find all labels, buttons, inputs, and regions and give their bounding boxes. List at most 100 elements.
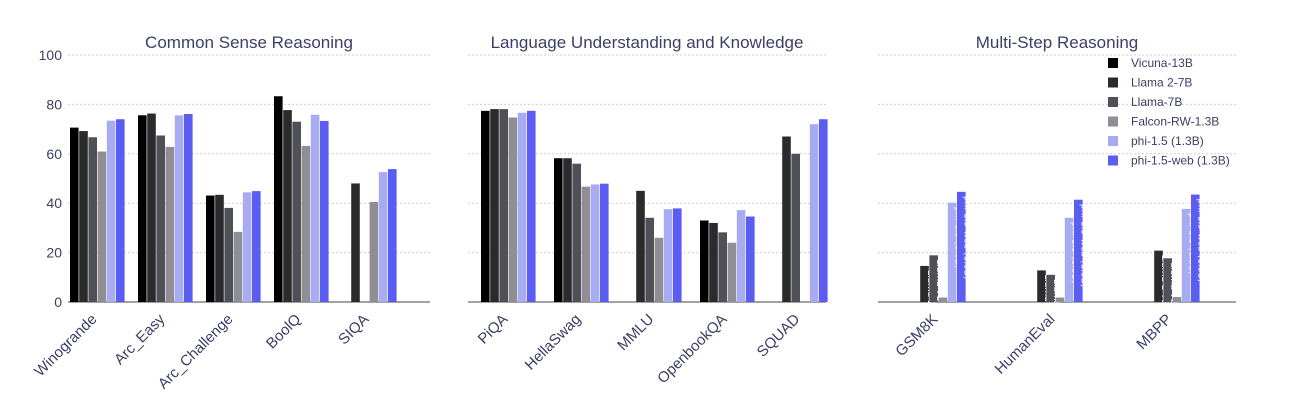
y-tick-label: 0 — [54, 294, 62, 310]
x-tick-label: GSM8K — [892, 311, 941, 360]
bar-falcon-rw-1-3b — [581, 186, 591, 302]
y-tick-label: 80 — [46, 96, 62, 112]
bar-llama-7b — [572, 163, 581, 302]
bar-label: phi-1.5-web (1.3B) — [1196, 199, 1206, 283]
legend-entry: phi-1.5 (1.3B) — [1131, 134, 1204, 148]
bar-falcon-rw-1-3b — [301, 145, 311, 302]
bar-llama-7b — [929, 255, 938, 302]
bar-phi-1-5-web-1-3b- — [819, 119, 828, 302]
legend-swatch — [1108, 97, 1118, 107]
legend-swatch — [1108, 116, 1118, 127]
panel-title: Multi-Step Reasoning — [976, 33, 1139, 52]
panel-2: Language Understanding and Knowledge PiQA… — [468, 33, 828, 387]
bar-llama-7b — [791, 153, 800, 302]
bar-label: Llama-7B — [934, 259, 944, 301]
bar-llama-7b — [292, 121, 301, 302]
bar-llama-2-7b — [636, 190, 645, 302]
bar-phi-1-5-1-3b- — [517, 112, 527, 302]
bar-vicuna-13b — [206, 195, 215, 302]
legend-swatch — [1108, 155, 1118, 166]
bar-vicuna-13b — [70, 127, 79, 302]
legend: Vicuna-13B Llama 2-7B Llama-7B Falcon-RW-1.… — [1108, 56, 1230, 168]
bar-phi-1-5-1-3b- — [1064, 217, 1074, 302]
bar-phi-1-5-web-1-3b- — [320, 120, 329, 302]
bar-phi-1-5-1-3b- — [663, 209, 673, 302]
panel-1: Common Sense Reasoning Winogrande Arc_Easy… — [31, 33, 430, 392]
bar-falcon-rw-1-3b — [938, 297, 948, 302]
bar-phi-1-5-1-3b- — [378, 172, 388, 302]
bar-phi-1-5-1-3b- — [590, 184, 600, 302]
bar-llama-7b — [224, 207, 233, 302]
bar-phi-1-5-web-1-3b- — [116, 119, 125, 302]
bar-phi-1-5-1-3b- — [174, 115, 184, 302]
bar-llama-2-7b — [147, 113, 156, 302]
bar-vicuna-13b — [481, 110, 490, 303]
bar-llama-2-7b — [709, 222, 718, 302]
bar-llama-2-7b — [563, 158, 572, 302]
bar-phi-1-5-web-1-3b- — [600, 183, 609, 302]
bar-phi-1-5-1-3b- — [310, 114, 320, 302]
bar-phi-1-5-1-3b- — [106, 120, 116, 303]
x-tick-label: HellaSwag — [522, 311, 585, 374]
bar-falcon-rw-1-3b — [233, 231, 243, 302]
bar-llama-2-7b — [1037, 270, 1046, 302]
legend-swatch — [1108, 77, 1118, 88]
bar-llama-2-7b — [1154, 250, 1163, 302]
bar-vicuna-13b — [700, 220, 709, 302]
bar-label: phi-1.5-web (1.3B) — [962, 196, 972, 280]
bar-phi-1-5-1-3b- — [242, 192, 252, 302]
bar-falcon-rw-1-3b — [508, 117, 518, 302]
bar-phi-1-5-web-1-3b- — [388, 169, 397, 302]
bar-llama-2-7b — [351, 183, 360, 302]
y-tick-label: 20 — [46, 245, 62, 261]
bar-falcon-rw-1-3b — [97, 151, 107, 302]
bar-llama-2-7b — [920, 265, 929, 302]
bar-phi-1-5-web-1-3b- — [527, 110, 536, 303]
bar-falcon-rw-1-3b — [165, 146, 175, 302]
x-tick-label: SIQA — [335, 311, 372, 348]
bar-llama-7b — [645, 217, 654, 302]
bar-phi-1-5-web-1-3b- — [252, 191, 261, 302]
x-tick-label: HumanEval — [992, 311, 1059, 378]
bar-llama-7b — [718, 232, 727, 302]
bar-phi-1-5-1-3b- — [947, 202, 957, 302]
bar-phi-1-5-web-1-3b- — [1074, 199, 1083, 302]
y-tick-label: 60 — [46, 146, 62, 162]
panel-title: Common Sense Reasoning — [145, 33, 353, 52]
bar-llama-7b — [1046, 274, 1055, 302]
legend-entry: Vicuna-13B — [1131, 56, 1193, 70]
bar-llama-7b — [88, 137, 97, 302]
x-tick-label: SQUAD — [754, 311, 804, 361]
legend-entry: phi-1.5-web (1.3B) — [1131, 154, 1230, 168]
legend-swatch — [1108, 136, 1118, 146]
x-tick-label: Winogrande — [31, 311, 100, 380]
y-tick-label: 100 — [39, 47, 63, 63]
bar-falcon-rw-1-3b — [1055, 297, 1065, 302]
bar-label: Llama-7B — [1168, 262, 1178, 304]
panel-title: Language Understanding and Knowledge — [491, 33, 804, 52]
x-tick-label: PiQA — [475, 311, 512, 348]
x-tick-label: BoolQ — [263, 311, 305, 353]
bar-phi-1-5-1-3b- — [736, 210, 746, 302]
bar-phi-1-5-web-1-3b- — [746, 216, 755, 302]
bar-falcon-rw-1-3b — [654, 237, 664, 302]
bar-vicuna-13b — [554, 158, 563, 302]
x-tick-label: MBPP — [1133, 311, 1175, 353]
bar-phi-1-5-web-1-3b- — [184, 114, 193, 303]
bar-vicuna-13b — [138, 115, 147, 302]
bar-phi-1-5-1-3b- — [1181, 208, 1191, 302]
bar-phi-1-5-web-1-3b- — [957, 191, 966, 302]
bar-phi-1-5-1-3b- — [809, 124, 819, 302]
legend-entry: Falcon-RW-1.3B — [1131, 115, 1219, 129]
x-tick-label: Arc_Easy — [111, 310, 169, 368]
bar-falcon-rw-1-3b — [1172, 297, 1182, 302]
legend-swatch — [1108, 58, 1118, 68]
bar-llama-2-7b — [782, 136, 791, 302]
legend-entry: Llama 2-7B — [1131, 76, 1192, 90]
bar-llama-2-7b — [490, 109, 499, 302]
bar-phi-1-5-web-1-3b- — [1191, 194, 1200, 302]
x-tick-label: OpenbookQA — [654, 311, 730, 387]
bar-llama-7b — [156, 135, 165, 302]
